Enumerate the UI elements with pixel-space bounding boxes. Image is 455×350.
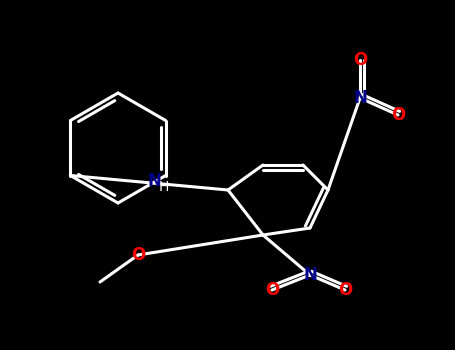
Text: O: O xyxy=(391,106,405,124)
Text: N: N xyxy=(147,172,161,190)
Text: N: N xyxy=(303,266,317,284)
Text: O: O xyxy=(353,51,367,69)
Text: H: H xyxy=(159,180,169,194)
Text: N: N xyxy=(353,89,367,107)
Text: O: O xyxy=(338,281,352,299)
Text: O: O xyxy=(131,246,145,264)
Text: O: O xyxy=(265,281,279,299)
